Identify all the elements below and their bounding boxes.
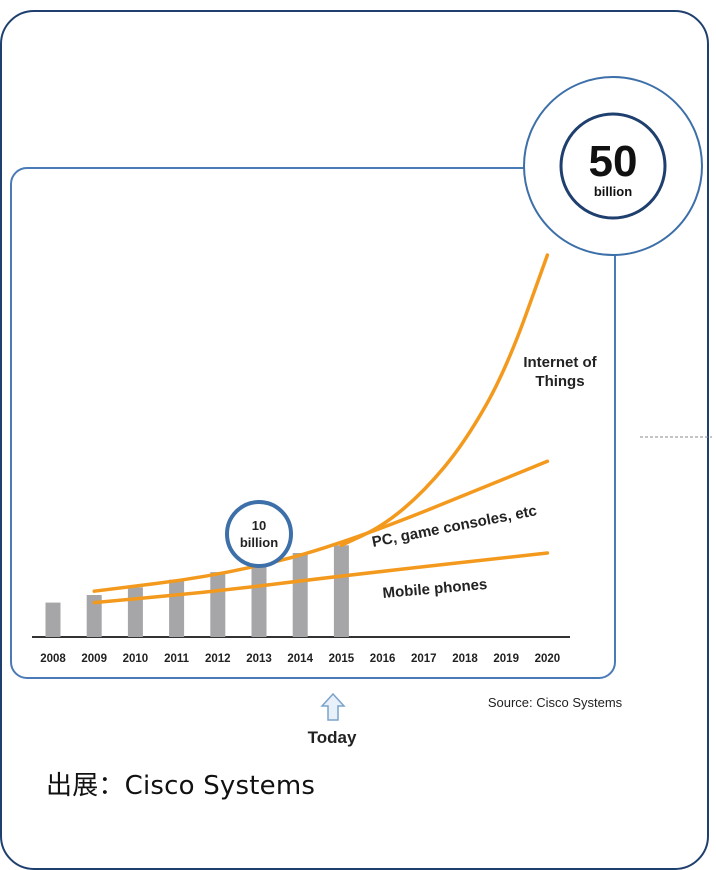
bar-2008: [45, 602, 61, 637]
series-line-2: [92, 551, 550, 605]
ten-billion-number: 10: [252, 518, 266, 533]
x-tick-2013: 2013: [246, 653, 272, 665]
source-label: Source: Cisco Systems: [488, 695, 623, 710]
x-tick-2011: 2011: [164, 653, 190, 665]
bar-2014: [292, 553, 308, 637]
series-group: [92, 253, 550, 605]
pc-label: PC, game consoles, etc: [371, 502, 539, 551]
iot-label-line1: Internet of Things: [523, 354, 597, 390]
x-tick-2015: 2015: [329, 653, 355, 665]
ten-billion-circle: [225, 500, 293, 568]
tick-labels-group: 2008 2009 2010 2011 2012 2013 2014 2015 2016 2017…: [40, 653, 560, 665]
x-tick-2009: 2009: [81, 653, 107, 665]
ten-billion-unit: billion: [240, 535, 278, 550]
x-tick-2008: 2008: [40, 653, 66, 665]
chart: 2008 2009 2010 2011 2012 2013 2014 2015 2016 2017…: [10, 76, 712, 747]
bar-2009: [86, 595, 102, 637]
fifty-billion-unit: billion: [594, 184, 632, 199]
x-tick-2014: 2014: [287, 653, 313, 665]
fifty-billion-inner-circle: [559, 112, 667, 220]
chart-frame: [10, 167, 616, 679]
x-tick-2020: 2020: [535, 653, 561, 665]
x-tick-2017: 2017: [411, 653, 437, 665]
bar-2015: [333, 545, 349, 637]
x-tick-2018: 2018: [452, 653, 478, 665]
iot-label-line2-text: Things: [535, 373, 584, 390]
bar-2010: [127, 587, 143, 637]
fifty-billion-number: 50: [589, 137, 638, 186]
iot-label-line1-text: Internet of: [523, 354, 597, 371]
today-label: Today: [308, 728, 357, 747]
x-tick-2010: 2010: [123, 653, 149, 665]
x-tick-2016: 2016: [370, 653, 396, 665]
up-arrow-icon: [320, 692, 346, 721]
figure-caption: 出展：Cisco Systems: [46, 771, 316, 801]
bar-2013: [251, 560, 267, 637]
x-tick-2012: 2012: [205, 653, 231, 665]
series-line-1: [92, 459, 550, 593]
mobile-label: Mobile phones: [382, 576, 488, 602]
bar-2011: [169, 579, 185, 637]
x-tick-2019: 2019: [493, 653, 519, 665]
bar-2012: [210, 572, 226, 637]
